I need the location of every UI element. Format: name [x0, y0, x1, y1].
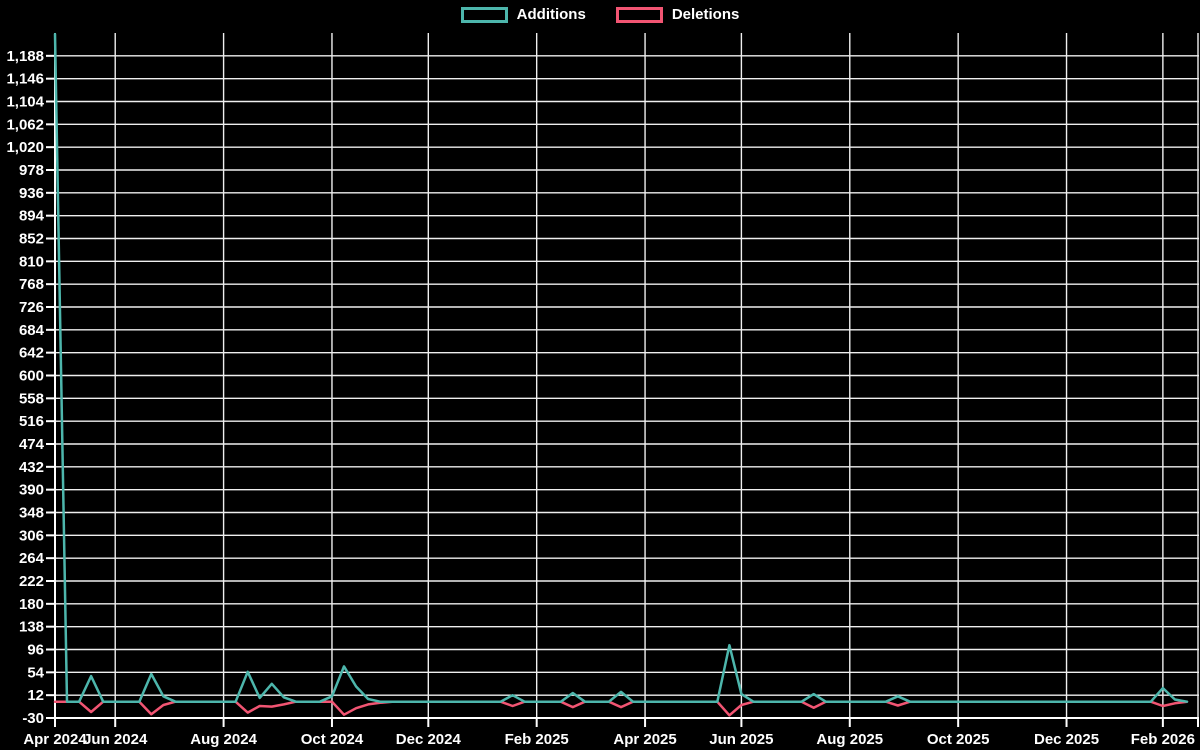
x-tick-label: Feb 2026 — [1131, 731, 1195, 748]
y-tick-label: 1,146 — [6, 71, 44, 88]
additions-line — [53, 32, 1189, 703]
y-tick-label: 600 — [19, 368, 44, 385]
y-tick-label: 684 — [19, 322, 45, 339]
tick-labels: -30 12 54 96 138 180 222 264 306 348 390 432 474 516 5… — [6, 48, 1195, 748]
legend-label-additions: Additions — [516, 6, 586, 23]
tick-marks — [46, 54, 1199, 727]
y-tick-label: 852 — [19, 231, 44, 248]
axes — [54, 33, 1199, 719]
y-tick-label: 180 — [19, 596, 44, 613]
y-tick-label: 54 — [27, 664, 44, 681]
legend-item-additions[interactable]: Additions — [460, 6, 586, 23]
x-tick-label: Dec 2024 — [396, 731, 462, 748]
gridlines — [54, 33, 1199, 718]
y-tick-label: 642 — [19, 345, 44, 362]
y-tick-label: 936 — [19, 185, 44, 202]
y-tick-label: 96 — [27, 642, 44, 659]
y-tick-label: 222 — [19, 573, 44, 590]
x-tick-label: Jun 2025 — [709, 731, 773, 748]
legend-label-deletions: Deletions — [671, 6, 740, 23]
y-tick-label: 138 — [19, 619, 44, 636]
y-tick-label: 306 — [19, 527, 44, 544]
y-tick-label: 348 — [19, 505, 44, 522]
y-tick-label: 1,062 — [6, 116, 44, 133]
y-tick-label: 516 — [19, 413, 44, 430]
y-tick-label: 894 — [19, 208, 45, 225]
x-tick-label: Dec 2025 — [1034, 731, 1099, 748]
chart-legend: Additions Deletions — [0, 6, 1200, 23]
y-tick-label: 390 — [19, 482, 44, 499]
x-tick-label: Oct 2024 — [301, 731, 364, 748]
deletions-line — [53, 700, 1189, 717]
y-tick-label: 432 — [19, 459, 44, 476]
x-tick-label: Feb 2025 — [505, 731, 569, 748]
y-tick-label: 1,188 — [6, 48, 44, 65]
x-tick-label: Aug 2024 — [190, 731, 257, 748]
x-tick-label: Aug 2025 — [816, 731, 883, 748]
y-tick-label: 768 — [19, 276, 44, 293]
y-tick-label: 1,020 — [6, 139, 44, 156]
y-tick-label: 978 — [19, 162, 44, 179]
y-tick-label: 810 — [19, 253, 44, 270]
x-tick-label: Jun 2024 — [83, 731, 148, 748]
y-tick-label: 474 — [19, 436, 45, 453]
x-tick-label: Apr 2024 — [23, 731, 87, 748]
y-tick-label: 726 — [19, 299, 44, 316]
additions-swatch-icon — [460, 6, 508, 23]
deletions-swatch-icon — [615, 6, 663, 23]
y-tick-label: -30 — [22, 710, 44, 727]
legend-item-deletions[interactable]: Deletions — [615, 6, 740, 23]
x-tick-label: Oct 2025 — [927, 731, 990, 748]
x-tick-label: Apr 2025 — [613, 731, 676, 748]
y-tick-label: 1,104 — [6, 94, 44, 111]
y-tick-label: 264 — [19, 550, 45, 567]
y-tick-label: 12 — [27, 687, 44, 704]
y-tick-label: 558 — [19, 390, 44, 407]
